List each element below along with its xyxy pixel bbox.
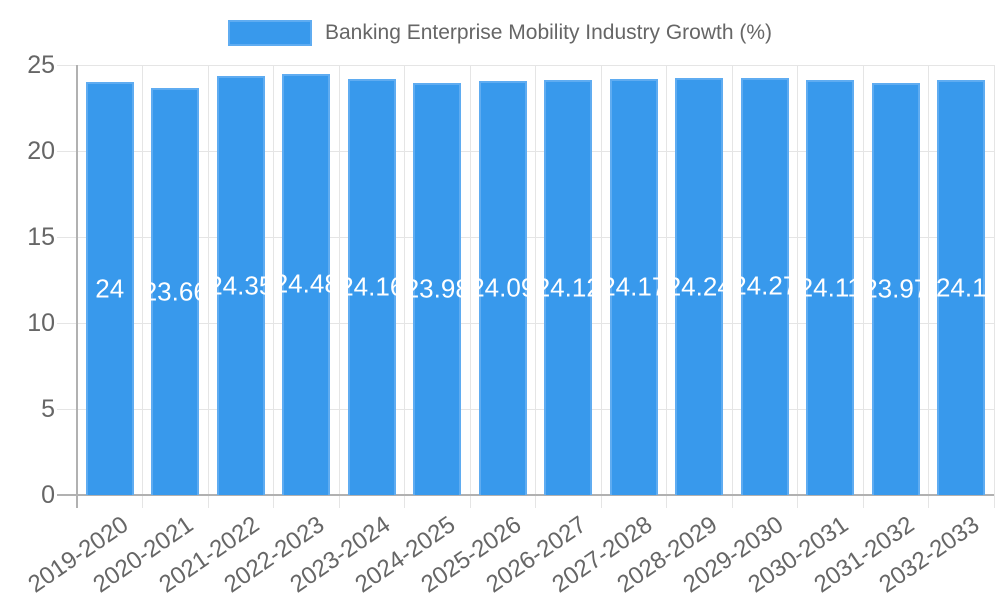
- bar-value-label: 23.66: [142, 276, 208, 307]
- legend-swatch-icon: [228, 20, 312, 46]
- bar-value-label: 24.48: [273, 268, 339, 299]
- bar[interactable]: [675, 78, 724, 495]
- x-gridline: [862, 65, 864, 508]
- x-gridline: [731, 65, 733, 508]
- x-gridline: [273, 65, 274, 508]
- x-gridline: [404, 65, 405, 508]
- bar[interactable]: [871, 82, 920, 495]
- bar[interactable]: [413, 82, 462, 495]
- x-gridline: [469, 65, 471, 508]
- bar[interactable]: [937, 80, 986, 495]
- bar[interactable]: [740, 77, 789, 495]
- bar-value-label: 24.1: [935, 272, 987, 303]
- bar-value-label: 24.17: [601, 271, 667, 302]
- plot-area: 0 5 10 15 20 25 24 2019-2020 23.66 2020-2021 24.35…: [23, 51, 995, 598]
- bar[interactable]: [151, 88, 200, 495]
- x-gridline: [600, 65, 602, 508]
- x-gridline: [928, 65, 929, 508]
- bar-value-label: 24.27: [732, 270, 798, 301]
- y-axis-line: [76, 65, 78, 508]
- x-gridline: [142, 65, 143, 508]
- y-tick-label: 25: [27, 51, 55, 79]
- y-tick-label: 0: [41, 481, 55, 509]
- bar-value-label: 24.24: [666, 271, 732, 302]
- bar[interactable]: [347, 79, 396, 495]
- legend-label: Banking Enterprise Mobility Industry Gro…: [325, 21, 772, 44]
- y-tick-label: 5: [41, 395, 55, 423]
- bar[interactable]: [216, 76, 265, 495]
- bar-value-label: 24.35: [208, 270, 274, 301]
- x-axis-line: [57, 494, 994, 496]
- bar[interactable]: [806, 80, 855, 495]
- x-gridline: [207, 65, 209, 508]
- bar[interactable]: [282, 73, 331, 495]
- x-gridline: [666, 65, 667, 508]
- chart-legend[interactable]: Banking Enterprise Mobility Industry Gro…: [0, 20, 1000, 46]
- bar-value-label: 24.09: [470, 272, 536, 303]
- x-gridline: [993, 65, 995, 508]
- x-gridline: [797, 65, 798, 508]
- bar-value-label: 24.12: [535, 272, 601, 303]
- bar-value-label: 24: [95, 273, 125, 304]
- bar[interactable]: [544, 80, 593, 495]
- x-gridline: [338, 65, 340, 508]
- x-gridline: [535, 65, 536, 508]
- bar-value-label: 23.98: [404, 273, 470, 304]
- y-tick-label: 10: [27, 309, 55, 337]
- bar-value-label: 24.16: [339, 271, 405, 302]
- bar-value-label: 24.11: [798, 272, 862, 303]
- bar[interactable]: [85, 82, 134, 495]
- y-tick-label: 15: [27, 223, 55, 251]
- bar[interactable]: [478, 80, 527, 495]
- bar[interactable]: [609, 79, 658, 495]
- y-gridline: [57, 64, 994, 66]
- bar-value-label: 23.97: [863, 273, 929, 304]
- y-tick-label: 20: [27, 137, 55, 165]
